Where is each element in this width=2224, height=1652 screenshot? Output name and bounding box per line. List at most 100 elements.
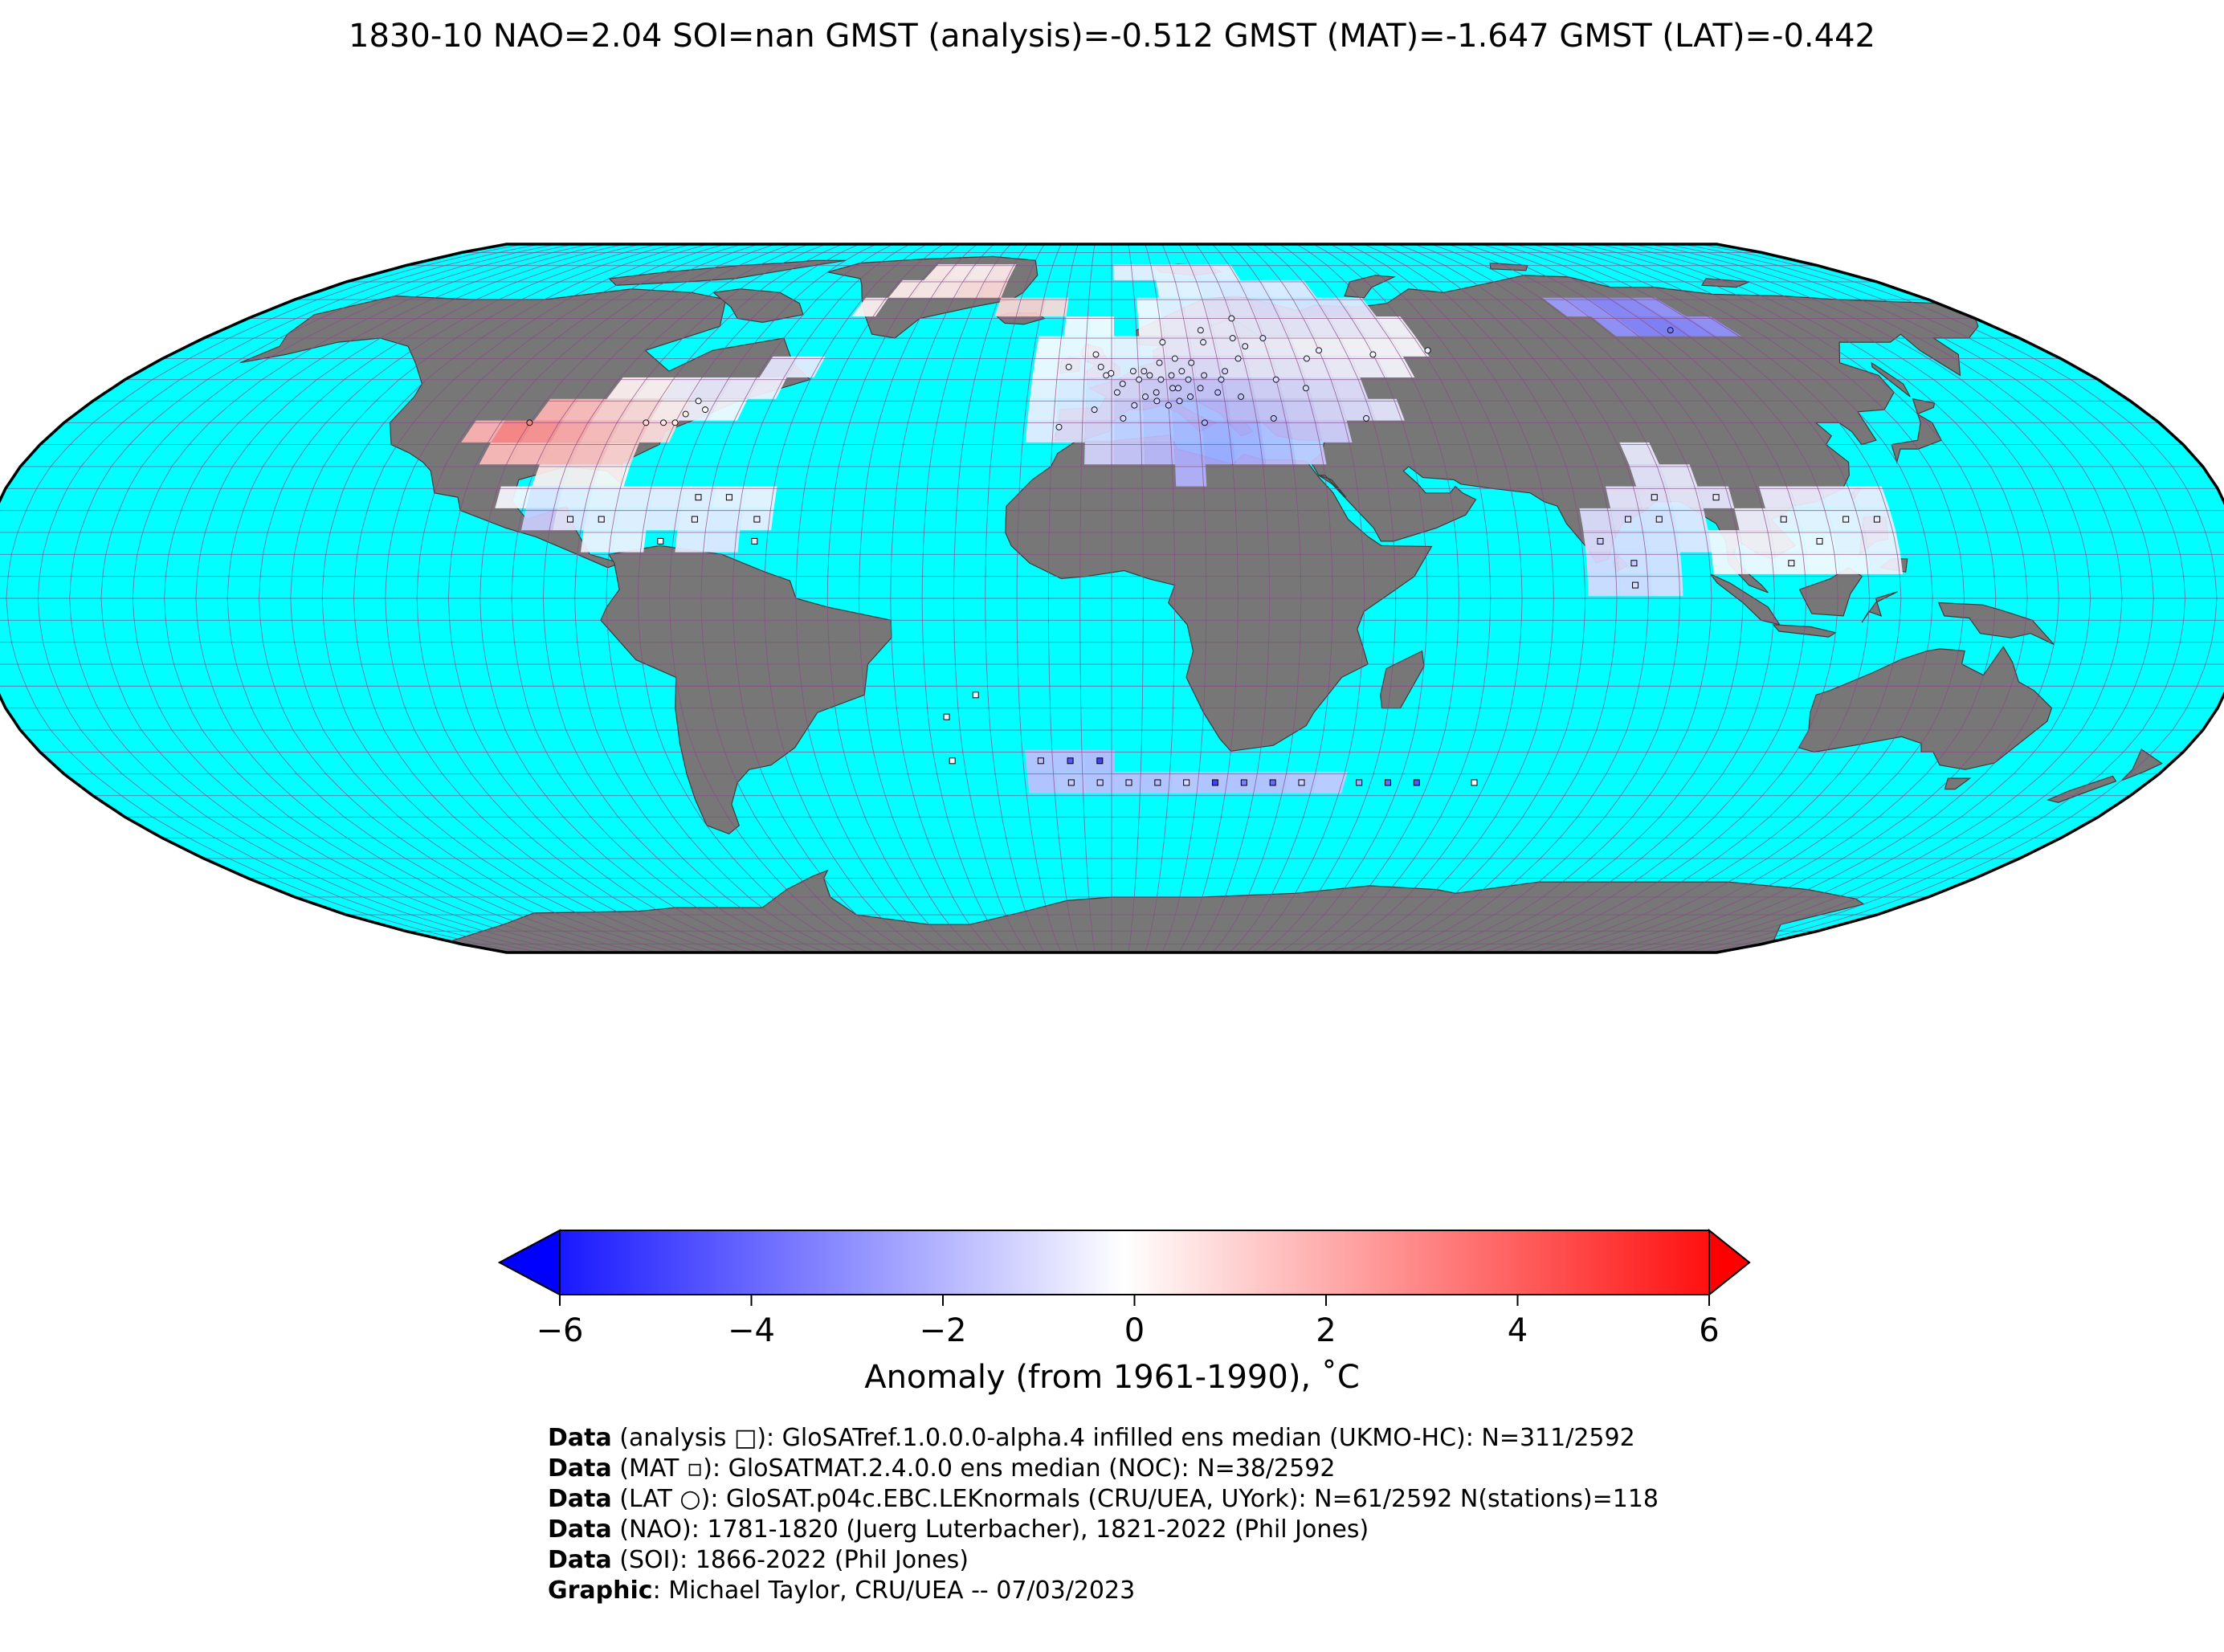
- graticule-meridian: [574, 244, 826, 952]
- anomaly-cell: [1191, 264, 1219, 280]
- mat-marker: [1067, 779, 1075, 786]
- graticule-meridian: [1296, 244, 1459, 952]
- graticule-meridian: [795, 244, 945, 952]
- anomaly-cell: [1114, 420, 1145, 443]
- anomaly-cell: [1227, 398, 1260, 421]
- anomaly-cell: [1353, 316, 1390, 337]
- anomaly-cell: [1542, 297, 1592, 317]
- anomaly-cell: [1591, 316, 1642, 337]
- mat-marker: [1816, 537, 1823, 545]
- anomaly-cell: [1316, 297, 1353, 317]
- anomaly-cell: [1350, 356, 1388, 377]
- anomaly-cell: [994, 297, 1024, 317]
- anomaly-cell: [1181, 297, 1210, 317]
- anomaly-cell: [1820, 486, 1859, 508]
- lat-station-marker: [1363, 414, 1370, 422]
- anomaly-cell: [1259, 420, 1293, 443]
- mat-marker: [1269, 779, 1276, 786]
- anomaly-cell: [1156, 279, 1181, 298]
- lat-station-marker: [1185, 376, 1192, 383]
- anomaly-cell: [1833, 530, 1869, 553]
- anomaly-cell: [1263, 442, 1296, 465]
- lat-station-marker: [682, 410, 689, 418]
- graticule-meridian: [1346, 244, 1554, 952]
- sumatra-landmass: [1710, 573, 1781, 626]
- anomaly-cell: [1025, 420, 1057, 443]
- anomaly-cell: [1376, 316, 1415, 337]
- graticule-meridian: [1649, 244, 2123, 952]
- graticule-meridian: [416, 244, 742, 952]
- anomaly-cell: [1837, 552, 1871, 574]
- graticule-meridian: [132, 244, 591, 952]
- anomaly-cell: [1646, 530, 1680, 553]
- mat-marker: [1655, 516, 1663, 523]
- colorbar-tick-label: 2: [1316, 1312, 1336, 1349]
- anomaly-cell: [610, 420, 651, 443]
- map-title: 1830-10 NAO=2.04 SOI=nan GMST (analysis)…: [349, 18, 1875, 55]
- anomaly-cell: [1663, 316, 1716, 337]
- anomaly-cell: [606, 377, 651, 399]
- anomaly-cell: [1233, 442, 1267, 465]
- anomaly-cell: [1796, 508, 1834, 531]
- graticule-meridian: [826, 244, 961, 952]
- lat-station-marker: [1187, 394, 1194, 400]
- anomaly-cell: [1606, 486, 1642, 508]
- anomaly-cell: [588, 486, 624, 508]
- anomaly-cell: [708, 508, 743, 531]
- anomaly-cell: [956, 279, 988, 298]
- mat-marker: [691, 516, 698, 523]
- anomaly-cell: [1377, 356, 1415, 377]
- mat-marker: [1842, 516, 1850, 523]
- lat-station-marker: [1097, 363, 1104, 370]
- lat-station-marker: [1114, 389, 1120, 396]
- graticule-meridian: [479, 244, 776, 952]
- lat-station-marker: [702, 406, 708, 414]
- anomaly-cell: [1280, 316, 1316, 337]
- globe-outline: [0, 243, 2224, 954]
- colorbar-ticks: −6 −4 −2 0 2 4 6: [537, 1295, 1720, 1349]
- anomaly-cell: [663, 377, 705, 399]
- anomaly-cell: [1198, 279, 1227, 298]
- colorbar-tick-label: −2: [920, 1312, 967, 1349]
- graticule-meridian: [1683, 244, 2186, 952]
- mat-marker: [598, 516, 605, 523]
- anomaly-cell: [719, 377, 760, 399]
- anomaly-cell: [1032, 356, 1062, 377]
- mat-marker: [972, 691, 979, 699]
- lat-station-marker: [1119, 381, 1126, 387]
- colorbar-max-extension: [1708, 1228, 1751, 1297]
- anomaly-cell: [635, 377, 678, 399]
- graticule-meridian: [732, 244, 911, 952]
- lat-station-marker: [1201, 372, 1208, 379]
- lat-station-marker: [1092, 351, 1100, 358]
- anomaly-cell: [933, 279, 966, 298]
- lat-station-marker: [671, 419, 679, 426]
- anomaly-cell: [563, 398, 607, 421]
- lat-station-marker: [1234, 355, 1242, 362]
- lat-station-marker: [1242, 343, 1249, 350]
- lat-station-marker: [1157, 376, 1165, 383]
- colorbar-tick-label: 4: [1508, 1312, 1528, 1349]
- anomaly-cell: [562, 464, 601, 487]
- mat-marker: [751, 537, 758, 545]
- graticule-meridian: [1128, 244, 1144, 952]
- credit-line-nao: Data (NAO): 1781-1820 (Juerg Luterbacher…: [548, 1515, 1369, 1544]
- mat-marker: [1125, 779, 1132, 786]
- anomaly-cell: [1185, 316, 1215, 337]
- anomaly-cell: [679, 398, 720, 421]
- anomaly-cell: [509, 442, 551, 465]
- anomaly-cell: [1084, 442, 1115, 465]
- anomaly-cell: [646, 508, 681, 531]
- anomaly-cell: [1759, 486, 1797, 508]
- anomaly-cell: [1324, 356, 1361, 377]
- anomaly-cell: [1086, 377, 1115, 399]
- anomaly-cell: [1851, 486, 1890, 508]
- mat-marker: [1597, 537, 1604, 545]
- lat-station-marker: [1316, 347, 1322, 354]
- graticule-meridian: [1246, 244, 1365, 952]
- anomaly-cell: [1289, 336, 1324, 357]
- anomaly-cell: [1058, 377, 1088, 399]
- mat-marker: [1471, 779, 1478, 786]
- anomaly-cell: [1170, 398, 1202, 421]
- anomaly-cell: [1175, 464, 1207, 487]
